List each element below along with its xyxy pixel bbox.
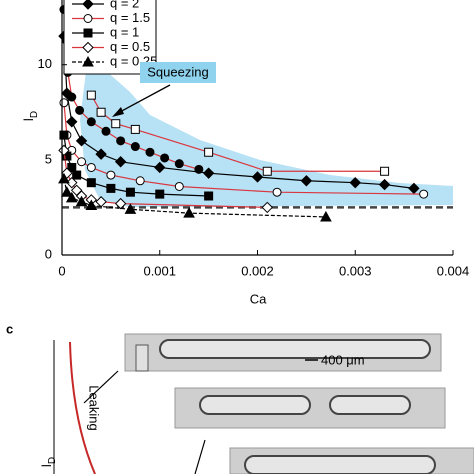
marker [86, 178, 96, 188]
marker [202, 167, 215, 179]
marker [75, 105, 85, 115]
marker [124, 203, 137, 214]
marker [65, 191, 78, 203]
y-label-main: l [39, 464, 54, 467]
marker [111, 119, 121, 129]
y-tick-label: 10 [38, 56, 52, 71]
x-tick-label: 0.001 [143, 263, 176, 278]
marker [82, 41, 94, 54]
legend-label: q = 1 [110, 24, 139, 39]
marker [300, 175, 313, 187]
marker [378, 178, 391, 191]
marker [75, 195, 88, 207]
marker [72, 170, 82, 180]
marker [320, 210, 332, 222]
y-label-main: l [21, 118, 36, 121]
annotation: Squeezing [147, 64, 208, 79]
marker [272, 187, 282, 197]
marker [145, 147, 155, 157]
x-tick-label: 0.003 [339, 263, 372, 278]
marker [114, 197, 127, 210]
marker [96, 107, 106, 117]
marker [130, 142, 140, 152]
marker [86, 90, 96, 100]
marker [160, 153, 170, 163]
marker [61, 87, 73, 99]
y-label-sub: D [47, 457, 58, 464]
marker [183, 207, 195, 218]
panel-c-curve [69, 341, 96, 474]
marker [419, 189, 429, 199]
marker [61, 186, 73, 197]
x-tick-label: 0.002 [241, 263, 274, 278]
marker [75, 135, 88, 147]
annotation-arrow [117, 84, 171, 114]
marker [59, 130, 69, 140]
marker [174, 159, 184, 169]
panel-c-y-label: lD [39, 457, 57, 467]
marker [82, 0, 94, 10]
droplet [199, 395, 311, 415]
channel [135, 344, 149, 372]
series-line [63, 102, 424, 195]
marker [83, 28, 93, 38]
marker [77, 157, 87, 167]
marker [83, 14, 93, 23]
marker [135, 176, 145, 186]
marker [86, 117, 96, 127]
marker [349, 176, 361, 189]
marker [66, 116, 78, 128]
annotation-box [140, 62, 216, 83]
arrow-head [112, 107, 124, 117]
y-label-sub: D [29, 111, 40, 118]
marker [85, 199, 98, 211]
scale-bar-label: 400 μm [321, 352, 365, 367]
panel-label: c [6, 321, 13, 336]
marker [82, 55, 94, 67]
marker [125, 187, 135, 197]
arrow [194, 439, 206, 474]
marker [154, 161, 166, 174]
x-tick-label: 0 [58, 263, 65, 278]
droplet [329, 395, 411, 415]
legend-label: q = 2 [110, 0, 139, 10]
legend-label: q = 0.5 [110, 39, 150, 54]
marker [204, 191, 214, 201]
y-tick-label: 0 [45, 246, 52, 261]
droplet [244, 455, 436, 474]
marker [174, 181, 184, 191]
marker [59, 98, 69, 108]
marker [155, 189, 165, 199]
y-tick-label: 5 [45, 151, 52, 166]
marker [86, 162, 96, 172]
plot [58, 5, 453, 222]
marker [106, 170, 116, 180]
marker [106, 183, 116, 193]
arrow [83, 370, 119, 404]
marker [101, 126, 111, 136]
marker [262, 166, 272, 176]
legend-label: q = 1.5 [110, 10, 150, 25]
y-axis-label: lD [21, 111, 39, 121]
marker [114, 156, 127, 168]
marker [380, 166, 390, 176]
marker [261, 201, 273, 214]
marker [130, 124, 140, 134]
marker [67, 162, 77, 172]
droplet [159, 339, 431, 359]
marker [95, 148, 107, 160]
marker [116, 136, 126, 146]
marker [204, 147, 214, 157]
x-axis-label: Ca [250, 291, 267, 306]
x-tick-label: 0.004 [437, 263, 470, 278]
leaking-label: Leaking [87, 385, 102, 431]
marker [251, 171, 264, 183]
